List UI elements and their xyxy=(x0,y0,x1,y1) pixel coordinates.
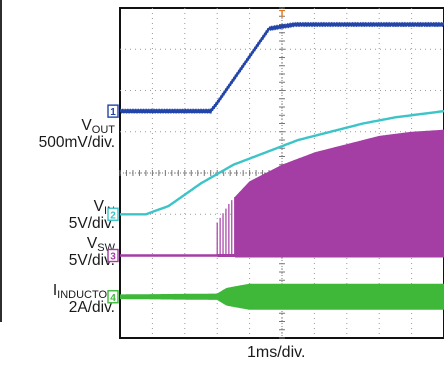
channel-3-marker xyxy=(107,248,119,263)
traces-group xyxy=(120,21,444,310)
vsw-label: VSW 5V/div. xyxy=(69,235,115,269)
x-axis-scale-label: 1ms/div. xyxy=(247,344,306,361)
iinductor-subscript: INDUCTOR xyxy=(57,289,115,301)
channel-1-marker xyxy=(107,104,119,118)
vin-name: V xyxy=(93,198,104,215)
trigger-marker: T xyxy=(279,9,285,20)
channel-4-marker xyxy=(107,290,119,304)
vsw-scale: 5V/div. xyxy=(68,252,115,269)
vin-scale: 5V/div. xyxy=(68,215,115,232)
channel-3-marker-label: 3 xyxy=(110,252,116,263)
vsw-name: V xyxy=(86,235,98,252)
channel-2-marker-label: 2 xyxy=(110,210,116,221)
channel-1-marker-label: 1 xyxy=(110,107,116,118)
channel-2-marker xyxy=(107,207,119,221)
vin-trace xyxy=(120,109,444,216)
iinductor-ripple-band xyxy=(120,283,444,310)
iinductor-label: IINDUCTOR 2A/div. xyxy=(53,282,115,316)
vout-subscript: OUT xyxy=(91,124,115,136)
vout-scale: 500mV/div. xyxy=(38,134,115,151)
vout-name: V xyxy=(81,117,92,134)
vout-trace xyxy=(120,21,444,115)
left-border-rule xyxy=(0,0,2,322)
iinductor-scale: 2A/div. xyxy=(68,299,115,316)
iinductor-name: I xyxy=(52,282,58,299)
vsw-subscript: SW xyxy=(97,242,115,254)
vsw-switching-region xyxy=(235,129,444,258)
vout-label: VOUT 500mV/div. xyxy=(39,117,115,151)
channel-4-marker-label: 4 xyxy=(110,293,116,304)
